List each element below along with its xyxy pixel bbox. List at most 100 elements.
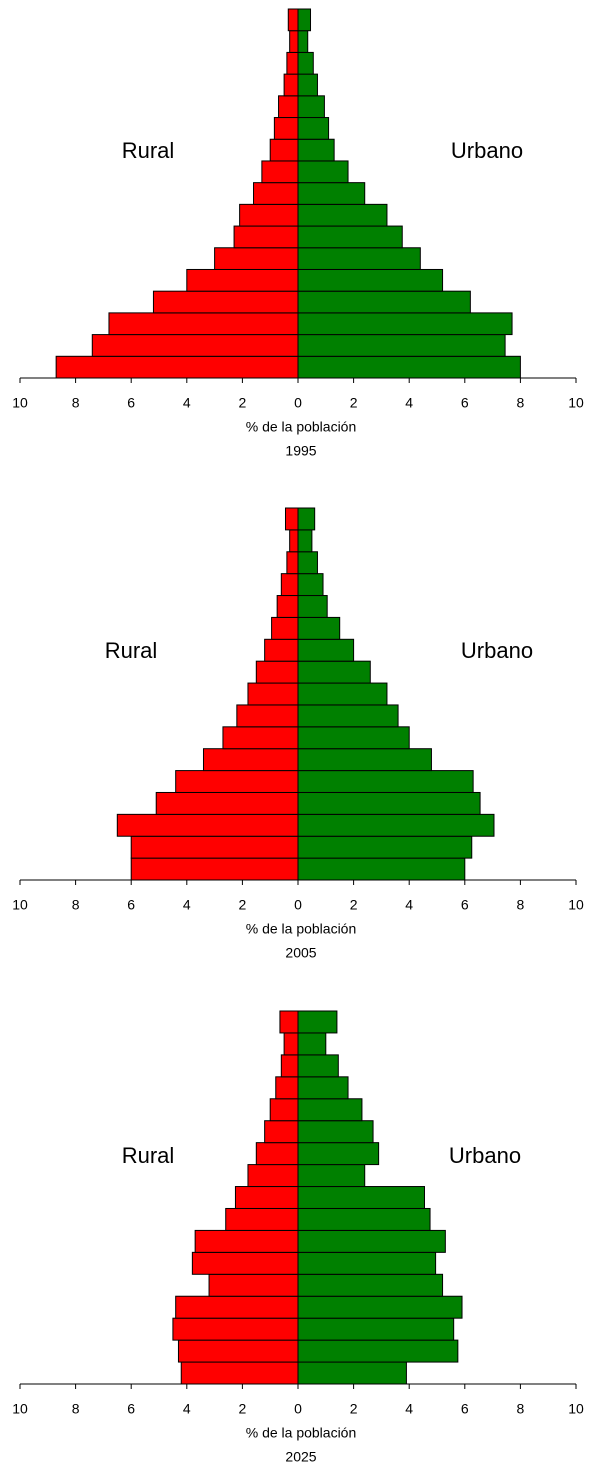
bar (271, 616, 299, 640)
bar (297, 835, 473, 859)
bar (297, 1207, 431, 1231)
bar (297, 507, 316, 531)
bar (297, 748, 432, 772)
bar (278, 95, 299, 119)
bar (273, 117, 299, 140)
bar (234, 1186, 299, 1209)
x-tick-label: 2 (239, 395, 247, 411)
bar (239, 203, 299, 227)
x-tick-label: 6 (461, 897, 469, 913)
bar (297, 355, 521, 379)
x-tick-label: 8 (517, 897, 525, 913)
x-tick-label: 0 (294, 897, 302, 913)
bar (297, 660, 371, 684)
bar (279, 1010, 299, 1034)
bar (175, 1295, 299, 1319)
bar (253, 182, 299, 205)
bar (175, 770, 299, 793)
bar (214, 247, 299, 270)
bar (286, 51, 299, 75)
bar (222, 726, 299, 750)
bar (297, 1164, 366, 1188)
bar (284, 507, 299, 531)
bar (297, 138, 335, 162)
x-tick-label: 10 (568, 897, 584, 913)
x-tick-label: 0 (294, 395, 302, 411)
bar (297, 573, 324, 597)
bar (297, 8, 312, 32)
x-tick-label: 8 (517, 1401, 525, 1417)
bar (297, 1098, 363, 1122)
bar (276, 595, 299, 618)
bar (264, 638, 299, 662)
bar (297, 813, 495, 837)
bar (283, 73, 299, 97)
bar (208, 1273, 299, 1297)
x-tick-label: 4 (183, 395, 191, 411)
x-tick-label: 10 (568, 395, 584, 411)
bar (297, 529, 313, 553)
bar (297, 247, 421, 270)
bar (297, 1229, 446, 1253)
bar (297, 1251, 437, 1275)
x-tick-label: 10 (12, 1401, 28, 1417)
bar (261, 160, 299, 184)
x-tick-label: 6 (461, 1401, 469, 1417)
x-tick-label: 10 (12, 897, 28, 913)
x-tick-label: 2 (239, 897, 247, 913)
series-label: Rural (105, 638, 158, 663)
series-label: Urbano (461, 638, 533, 663)
bar (297, 203, 388, 227)
chart-title: 1995 (285, 443, 316, 459)
bar (172, 1317, 299, 1341)
bar (297, 1361, 407, 1385)
bar (297, 770, 474, 793)
bar (297, 1142, 380, 1166)
bar (297, 1339, 459, 1363)
x-axis-label: % de la población (246, 1425, 357, 1441)
bar (108, 312, 299, 336)
bar (255, 1142, 299, 1166)
bar (177, 1339, 299, 1363)
bar (297, 1032, 327, 1056)
bar (247, 1164, 299, 1188)
x-tick-label: 6 (127, 395, 135, 411)
bar (286, 551, 299, 575)
x-tick-label: 8 (517, 395, 525, 411)
bar (236, 704, 299, 728)
bar (130, 835, 299, 859)
x-axis-label: % de la población (246, 419, 357, 435)
bar (155, 791, 299, 815)
bar (297, 616, 341, 640)
bar (297, 312, 513, 336)
bar (202, 748, 299, 772)
bar (275, 1076, 299, 1100)
x-tick-label: 4 (405, 395, 413, 411)
x-tick-label: 4 (183, 1401, 191, 1417)
series-label: Rural (122, 138, 175, 163)
bar (297, 117, 330, 140)
bar (297, 682, 388, 706)
bar (297, 726, 410, 750)
bar (233, 225, 299, 249)
bar (91, 334, 299, 357)
bar (297, 1317, 455, 1341)
bar (297, 1054, 339, 1078)
x-tick-label: 2 (350, 897, 358, 913)
bar (116, 813, 299, 837)
bar (297, 1120, 374, 1144)
bar (297, 290, 471, 314)
x-tick-label: 2 (350, 1401, 358, 1417)
bar (283, 1032, 299, 1056)
bar (55, 355, 299, 379)
bar (297, 704, 399, 728)
bar (191, 1251, 299, 1275)
bar (297, 225, 403, 249)
bar (225, 1207, 299, 1231)
bar (289, 529, 299, 553)
chart-title: 2025 (285, 1449, 316, 1465)
bar (297, 268, 444, 292)
bar (264, 1120, 299, 1144)
x-tick-label: 4 (183, 897, 191, 913)
